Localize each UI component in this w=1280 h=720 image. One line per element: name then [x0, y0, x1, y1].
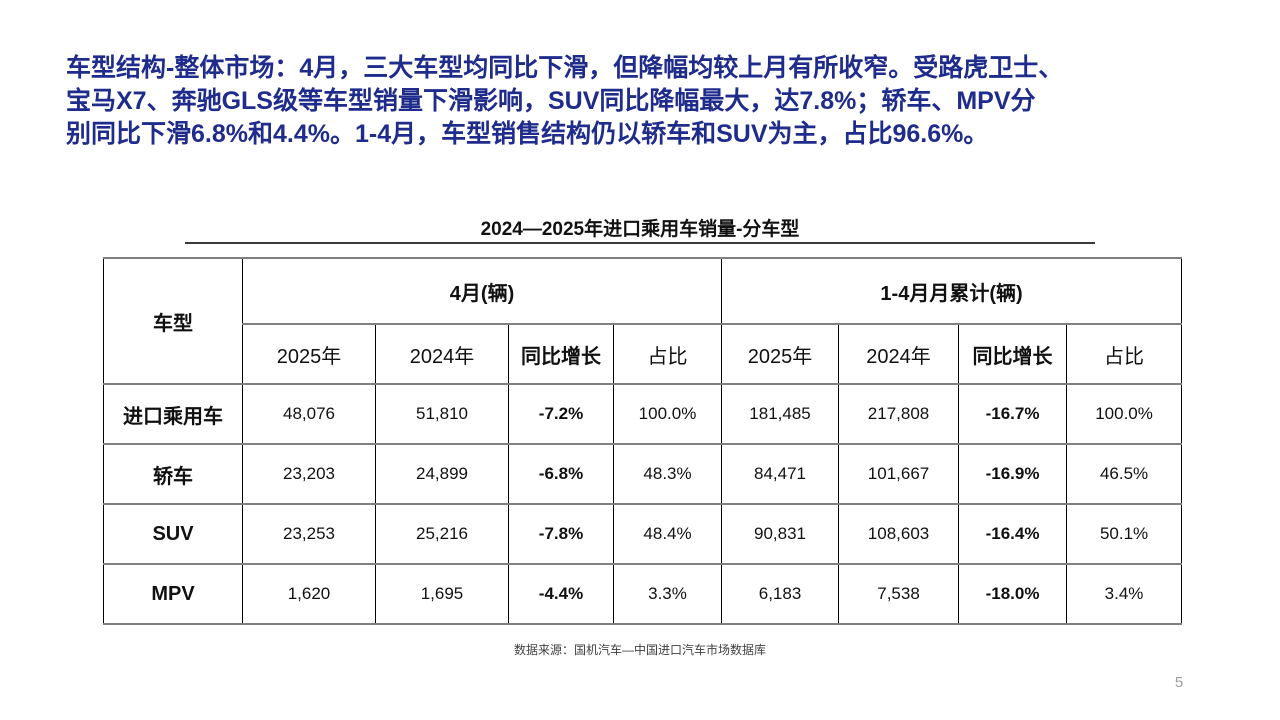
table-cell: 1,695	[375, 563, 509, 625]
col-header-cumulative-share: 占比	[1066, 323, 1183, 385]
row-label-suv: SUV	[103, 503, 243, 565]
table-row-mpv: MPV 1,620 1,695 -4.4% 3.3% 6,183 7,538 -…	[103, 563, 1183, 625]
row-label-mpv: MPV	[103, 563, 243, 625]
table-cell: 3.4%	[1066, 563, 1183, 625]
table-cell: 24,899	[375, 443, 509, 505]
table-caption: 2024—2025年进口乘用车销量-分车型	[480, 219, 800, 240]
table-cell-yoy: -6.8%	[508, 443, 614, 505]
table-cell-yoy: -18.0%	[958, 563, 1068, 625]
col-header-april-share: 占比	[612, 323, 723, 385]
col-header-april-2025: 2025年	[242, 323, 376, 385]
table-cell: 46.5%	[1066, 443, 1183, 505]
col-header-cumulative-yoy: 同比增长	[958, 323, 1068, 385]
table-cell: 100.0%	[612, 383, 723, 445]
table-cell: 6,183	[721, 563, 840, 625]
table-cell: 90,831	[721, 503, 840, 565]
row-label-sedan: 轿车	[103, 443, 243, 505]
table-cell: 51,810	[375, 383, 509, 445]
table-cell: 48,076	[242, 383, 376, 445]
row-label-total: 进口乘用车	[103, 383, 243, 445]
data-source-note: 数据来源：国机汽车—中国进口汽车市场数据库	[513, 643, 766, 657]
sales-table: 车型 4月(辆) 1-4月月累计(辆) 2025年 2024年 同比增长 占比 …	[103, 257, 1183, 625]
col-header-car-type: 车型	[103, 257, 243, 385]
table-cell: 217,808	[838, 383, 960, 445]
table-cell: 100.0%	[1066, 383, 1183, 445]
table-cell: 108,603	[838, 503, 960, 565]
table-cell: 25,216	[375, 503, 509, 565]
col-group-april: 4月(辆)	[241, 257, 723, 325]
table-cell-yoy: -16.7%	[958, 383, 1068, 445]
table-cell-yoy: -7.8%	[508, 503, 614, 565]
headline-line-1: 车型结构-整体市场：4月，三大车型均同比下滑，但降幅均较上月有所收窄。受路虎卫士…	[66, 54, 1064, 82]
headline-line-3: 别同比下滑6.8%和4.4%。1-4月，车型销售结构仍以轿车和SUV为主，占比9…	[66, 120, 989, 148]
table-cell-yoy: -16.4%	[958, 503, 1068, 565]
slide-headline: 车型结构-整体市场：4月，三大车型均同比下滑，但降幅均较上月有所收窄。受路虎卫士…	[66, 52, 1218, 151]
page-number: 5	[1174, 674, 1184, 691]
table-cell: 50.1%	[1066, 503, 1183, 565]
table-cell: 23,253	[242, 503, 376, 565]
table-cell: 3.3%	[612, 563, 723, 625]
table-cell: 1,620	[242, 563, 376, 625]
col-group-cumulative: 1-4月月累计(辆)	[721, 257, 1183, 325]
table-cell: 84,471	[721, 443, 840, 505]
col-header-cumulative-2024: 2024年	[838, 323, 960, 385]
table-cell: 23,203	[242, 443, 376, 505]
table-cell: 7,538	[838, 563, 960, 625]
table-row-sedan: 轿车 23,203 24,899 -6.8% 48.3% 84,471 101,…	[103, 443, 1183, 505]
table-cell: 48.4%	[612, 503, 723, 565]
col-header-april-2024: 2024年	[375, 323, 509, 385]
headline-line-2: 宝马X7、奔驰GLS级等车型销量下滑影响，SUV同比降幅最大，达7.8%；轿车、…	[66, 87, 1036, 115]
table-row-total: 进口乘用车 48,076 51,810 -7.2% 100.0% 181,485…	[103, 383, 1183, 445]
col-header-april-yoy: 同比增长	[508, 323, 614, 385]
table-cell-yoy: -4.4%	[508, 563, 614, 625]
table-row-suv: SUV 23,253 25,216 -7.8% 48.4% 90,831 108…	[103, 503, 1183, 565]
caption-underline	[185, 242, 1095, 244]
table-cell: 101,667	[838, 443, 960, 505]
col-header-cumulative-2025: 2025年	[721, 323, 840, 385]
table-cell: 48.3%	[612, 443, 723, 505]
table-cell-yoy: -7.2%	[508, 383, 614, 445]
table-cell-yoy: -16.9%	[958, 443, 1068, 505]
table-cell: 181,485	[721, 383, 840, 445]
